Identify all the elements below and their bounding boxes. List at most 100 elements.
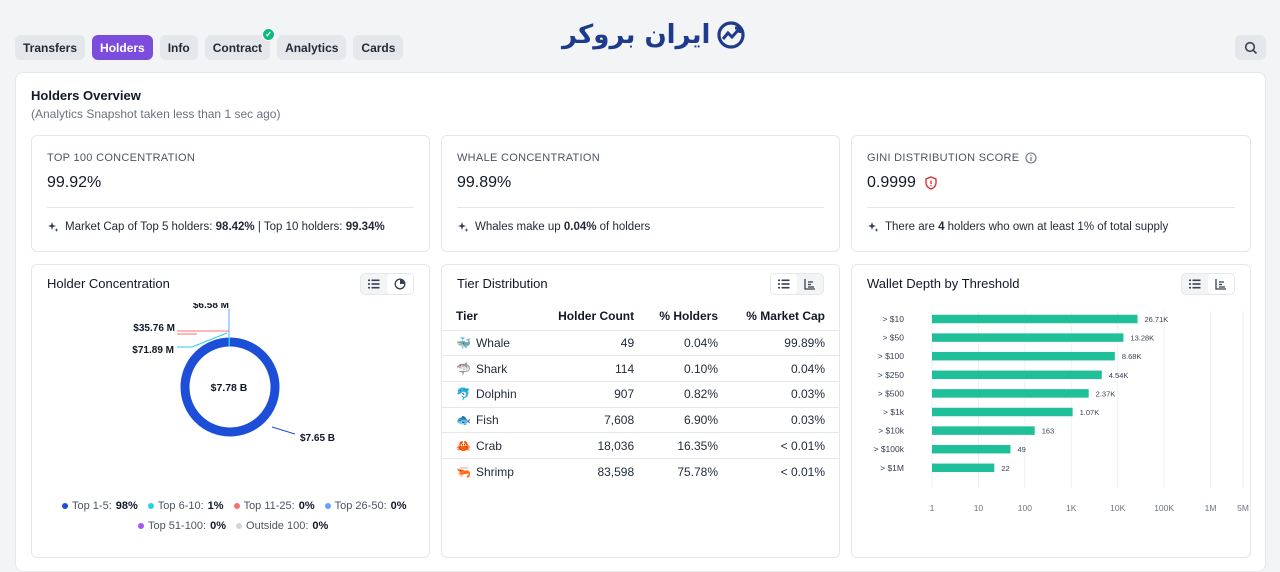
holders-percent-cell: 16.35% xyxy=(648,433,732,459)
legend-dot xyxy=(236,523,242,529)
chart-legend-row-2: Top 51-100: 0% Outside 100: 0% xyxy=(138,520,328,532)
bar-value-label: 8.68K xyxy=(1122,352,1142,361)
fish-icon: 🐟 xyxy=(456,413,471,427)
legend-value: 0% xyxy=(391,500,407,512)
legend-item[interactable]: Top 26-50: 0% xyxy=(325,500,407,512)
tab-analytics[interactable]: Analytics xyxy=(277,35,346,60)
tier-name: Crab xyxy=(476,439,502,453)
tab-info[interactable]: Info xyxy=(160,35,198,60)
legend-label: Top 1-5: xyxy=(72,500,112,512)
view-toggle xyxy=(360,273,414,295)
stat-value-text: 0.9999 xyxy=(867,174,916,192)
y-tick-label: > $1M xyxy=(880,463,904,473)
stat-value: 0.9999 xyxy=(867,174,938,192)
tab-label: Transfers xyxy=(23,41,77,55)
holder-count-cell: 49 xyxy=(544,330,648,356)
x-tick-label: 10 xyxy=(974,503,984,513)
y-tick-label: > $10 xyxy=(882,314,904,324)
list-icon xyxy=(368,279,380,289)
holders-percent-cell: 0.10% xyxy=(648,356,732,382)
stat-card-top100: TOP 100 CONCENTRATION 99.92% Market Cap … xyxy=(31,135,430,252)
stat-label: TOP 100 CONCENTRATION xyxy=(47,152,195,164)
shrimp-icon: 🦐 xyxy=(456,465,471,479)
callout-label-3: $71.89 M xyxy=(132,345,174,356)
sparkles-icon xyxy=(867,221,879,233)
stat-note: Whales make up 0.04% of holders xyxy=(457,221,650,233)
info-icon[interactable] xyxy=(1025,152,1037,164)
holder-count-cell: 7,608 xyxy=(544,407,648,433)
legend-label: Top 6-10: xyxy=(158,500,204,512)
brand-logo[interactable]: ایران بروکر xyxy=(562,20,746,50)
bar-chart-icon xyxy=(804,278,816,290)
chart-view-button[interactable] xyxy=(1208,274,1234,294)
sparkles-icon xyxy=(457,221,469,233)
depth-bar[interactable] xyxy=(932,408,1073,417)
depth-bar[interactable] xyxy=(932,426,1035,435)
tab-cards[interactable]: Cards xyxy=(353,35,403,60)
column-header[interactable]: Tier xyxy=(442,303,544,330)
tab-label: Contract xyxy=(213,41,262,55)
column-header[interactable]: % Market Cap xyxy=(732,303,839,330)
market-cap-percent-cell: 0.03% xyxy=(732,407,839,433)
view-toggle xyxy=(770,273,824,295)
note-value: 0.04% xyxy=(564,221,597,233)
whale-icon: 🐳 xyxy=(456,336,471,350)
view-toggle xyxy=(1181,273,1235,295)
holder-count-cell: 907 xyxy=(544,381,648,407)
bar-value-label: 22 xyxy=(1001,464,1009,473)
tab-holders[interactable]: Holders xyxy=(92,35,153,60)
legend-item[interactable]: Top 11-25: 0% xyxy=(234,500,315,512)
depth-bar[interactable] xyxy=(932,352,1115,361)
note-text: | Top 10 holders: xyxy=(255,221,346,233)
legend-label: Outside 100: xyxy=(246,520,308,532)
legend-item[interactable]: Top 6-10: 1% xyxy=(148,500,224,512)
note-text: Whales make up xyxy=(475,221,564,233)
note-value: 99.34% xyxy=(346,221,385,233)
bar-value-label: 4.54K xyxy=(1109,371,1129,380)
holders-percent-cell: 0.82% xyxy=(648,381,732,407)
holders-percent-cell: 6.90% xyxy=(648,407,732,433)
legend-item[interactable]: Top 51-100: 0% xyxy=(138,520,226,532)
pie-view-button[interactable] xyxy=(387,274,413,294)
top-bar: Transfers Holders Info Contract✓ Analyti… xyxy=(0,0,1280,70)
tier-cell: 🦈Shark xyxy=(442,356,544,382)
note-text: Market Cap of Top 5 holders: xyxy=(65,221,216,233)
tab-bar: Transfers Holders Info Contract✓ Analyti… xyxy=(15,35,403,60)
holder-count-cell: 18,036 xyxy=(544,433,648,459)
depth-bar[interactable] xyxy=(932,445,1010,454)
depth-bar[interactable] xyxy=(932,315,1138,324)
market-cap-percent-cell: < 0.01% xyxy=(732,458,839,484)
list-view-button[interactable] xyxy=(361,274,387,294)
legend-item[interactable]: Top 1-5: 98% xyxy=(62,500,138,512)
bar-chart-icon xyxy=(1215,278,1227,290)
legend-item[interactable]: Outside 100: 0% xyxy=(236,520,328,532)
depth-bar[interactable] xyxy=(932,464,994,473)
search-button[interactable] xyxy=(1235,35,1266,60)
legend-label: Top 26-50: xyxy=(335,500,387,512)
legend-label: Top 11-25: xyxy=(244,500,295,512)
stat-value-text: 99.89% xyxy=(457,174,511,192)
chart-view-button[interactable] xyxy=(797,274,823,294)
list-view-button[interactable] xyxy=(1182,274,1208,294)
brand-logo-text: ایران بروکر xyxy=(562,20,710,50)
tab-contract[interactable]: Contract✓ xyxy=(205,35,270,60)
legend-dot xyxy=(234,503,240,509)
list-view-button[interactable] xyxy=(771,274,797,294)
legend-label: Top 51-100: xyxy=(148,520,206,532)
column-header[interactable]: Holder Count xyxy=(544,303,648,330)
holders-percent-cell: 75.78% xyxy=(648,458,732,484)
stat-label: WHALE CONCENTRATION xyxy=(457,152,600,164)
tier-cell: 🦀Crab xyxy=(442,433,544,459)
column-header[interactable]: % Holders xyxy=(648,303,732,330)
note-text: of holders xyxy=(596,221,650,233)
table-header-row: Tier Holder Count % Holders % Market Cap xyxy=(442,303,839,330)
tab-transfers[interactable]: Transfers xyxy=(15,35,85,60)
depth-bar[interactable] xyxy=(932,371,1102,380)
legend-dot xyxy=(148,503,154,509)
depth-bar[interactable] xyxy=(932,333,1123,342)
depth-bar[interactable] xyxy=(932,389,1089,398)
bar-value-label: 1.07K xyxy=(1080,408,1100,417)
